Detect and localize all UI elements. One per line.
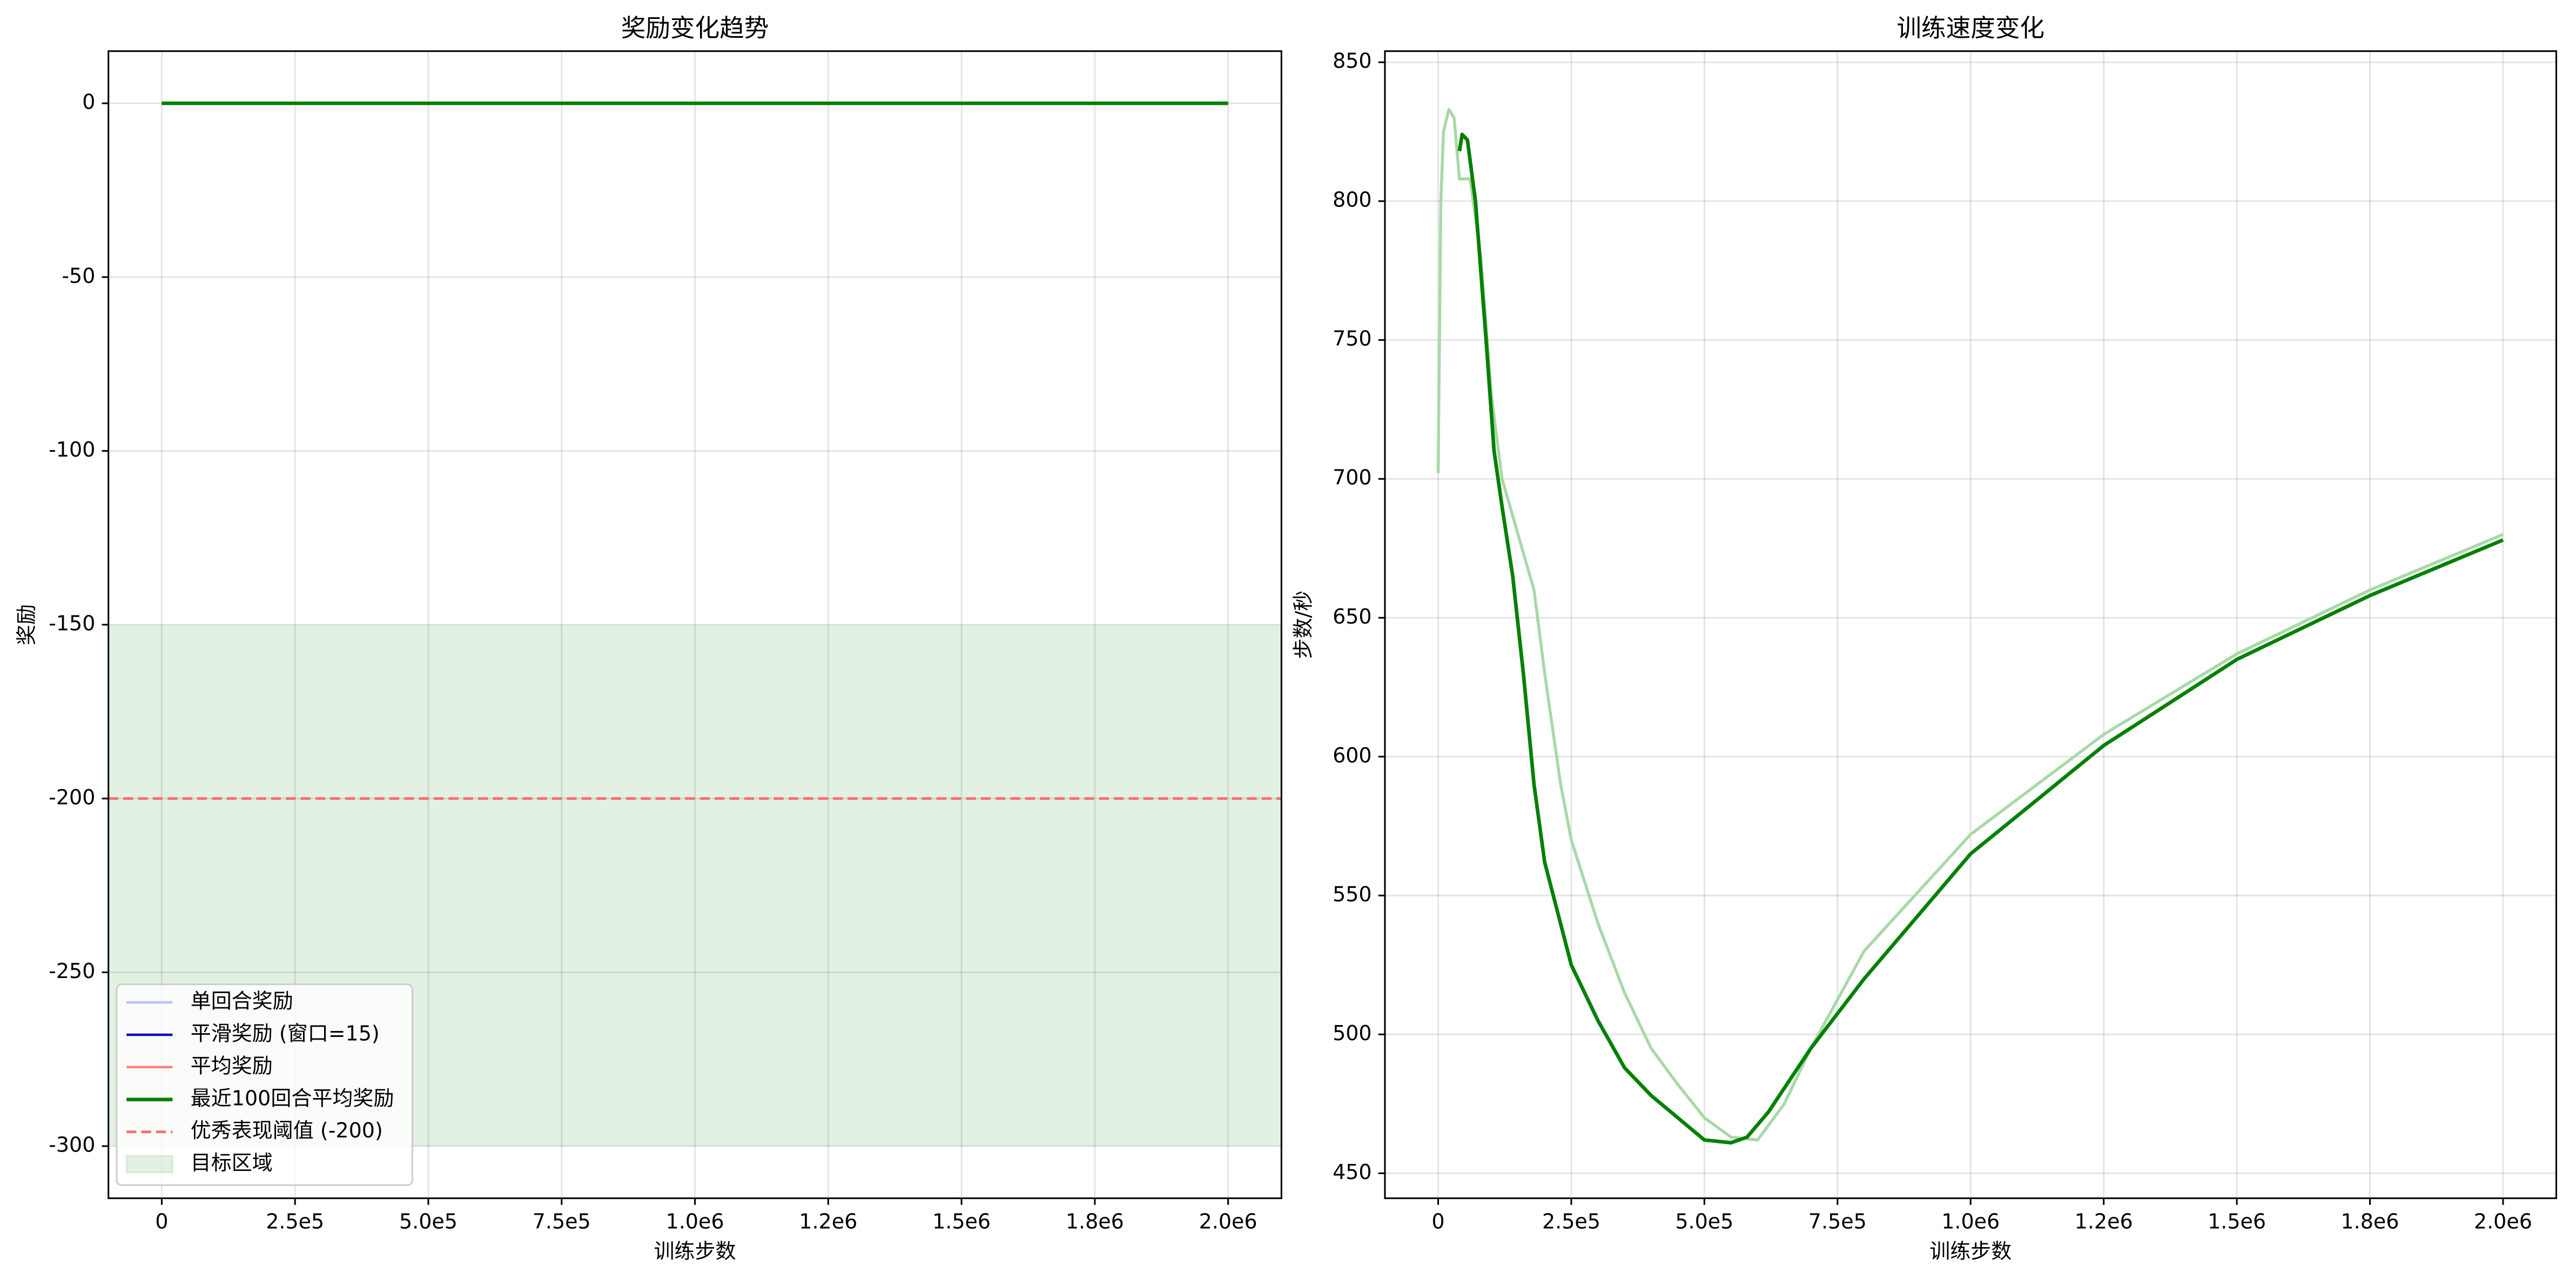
y-tick-label: 0 <box>82 90 95 114</box>
x-tick-label: 5.0e5 <box>399 1210 458 1234</box>
y-tick-label: 600 <box>1333 744 1372 767</box>
legend-label: 平均奖励 <box>191 1054 273 1077</box>
y-tick-label: -100 <box>49 438 95 461</box>
x-tick-label: 1.8e6 <box>2341 1210 2399 1234</box>
x-axis-label: 训练步数 <box>654 1239 736 1263</box>
y-tick-label: -150 <box>49 612 95 635</box>
y-tick-label: 500 <box>1333 1021 1372 1045</box>
axes-frame <box>107 50 1282 1200</box>
x-axis-label: 训练步数 <box>1929 1239 2012 1263</box>
y-tick-label: 700 <box>1333 466 1372 490</box>
x-tick-label: 1.0e6 <box>666 1210 724 1234</box>
x-tick-label: 7.5e5 <box>1808 1210 1867 1234</box>
x-tick-label: 2.5e5 <box>1542 1210 1600 1234</box>
x-tick-label: 0 <box>1431 1210 1444 1234</box>
legend-label: 平滑奖励 (窗口=15) <box>191 1021 380 1045</box>
legend-swatch <box>125 1155 173 1174</box>
legend-label: 优秀表现阈值 (-200) <box>191 1119 383 1142</box>
x-tick-label: 0 <box>155 1210 168 1234</box>
x-tick-label: 1.5e6 <box>932 1210 991 1234</box>
y-axis-label: 奖励 <box>15 604 38 645</box>
y-tick-label: 550 <box>1333 882 1372 906</box>
chart-title: 奖励变化趋势 <box>621 14 769 43</box>
legend-label: 单回合奖励 <box>191 989 293 1013</box>
x-tick-label: 7.5e5 <box>533 1210 591 1234</box>
x-tick-label: 2.5e5 <box>266 1210 324 1234</box>
y-axis-label: 步数/秒 <box>1291 591 1315 659</box>
line-series <box>1436 108 2504 1142</box>
axes-frame <box>1384 50 2558 1200</box>
x-tick-label: 1.5e6 <box>2208 1210 2266 1234</box>
legend-box <box>116 983 413 1186</box>
legend-label: 最近100回合平均奖励 <box>191 1086 394 1110</box>
chart-title: 训练速度变化 <box>1896 14 2044 43</box>
x-tick-label: 1.8e6 <box>1066 1210 1124 1234</box>
line-series <box>1457 132 2504 1145</box>
legend-label: 目标区域 <box>191 1151 273 1175</box>
x-tick-label: 2.0e6 <box>2474 1210 2532 1234</box>
y-tick-label: -300 <box>49 1133 95 1157</box>
y-tick-label: 850 <box>1333 49 1372 73</box>
y-tick-label: 750 <box>1333 327 1372 351</box>
x-tick-label: 1.0e6 <box>1941 1210 2000 1234</box>
x-tick-label: 5.0e5 <box>1675 1210 1733 1234</box>
y-tick-label: 650 <box>1333 605 1372 628</box>
y-tick-label: 800 <box>1333 188 1372 212</box>
y-tick-label: 450 <box>1333 1160 1372 1184</box>
x-tick-label: 1.2e6 <box>799 1210 857 1234</box>
y-tick-label: -250 <box>49 959 95 983</box>
y-tick-label: -200 <box>49 785 95 809</box>
x-tick-label: 2.0e6 <box>1199 1210 1257 1234</box>
x-tick-label: 1.2e6 <box>2075 1210 2133 1234</box>
y-tick-label: -50 <box>62 264 95 287</box>
